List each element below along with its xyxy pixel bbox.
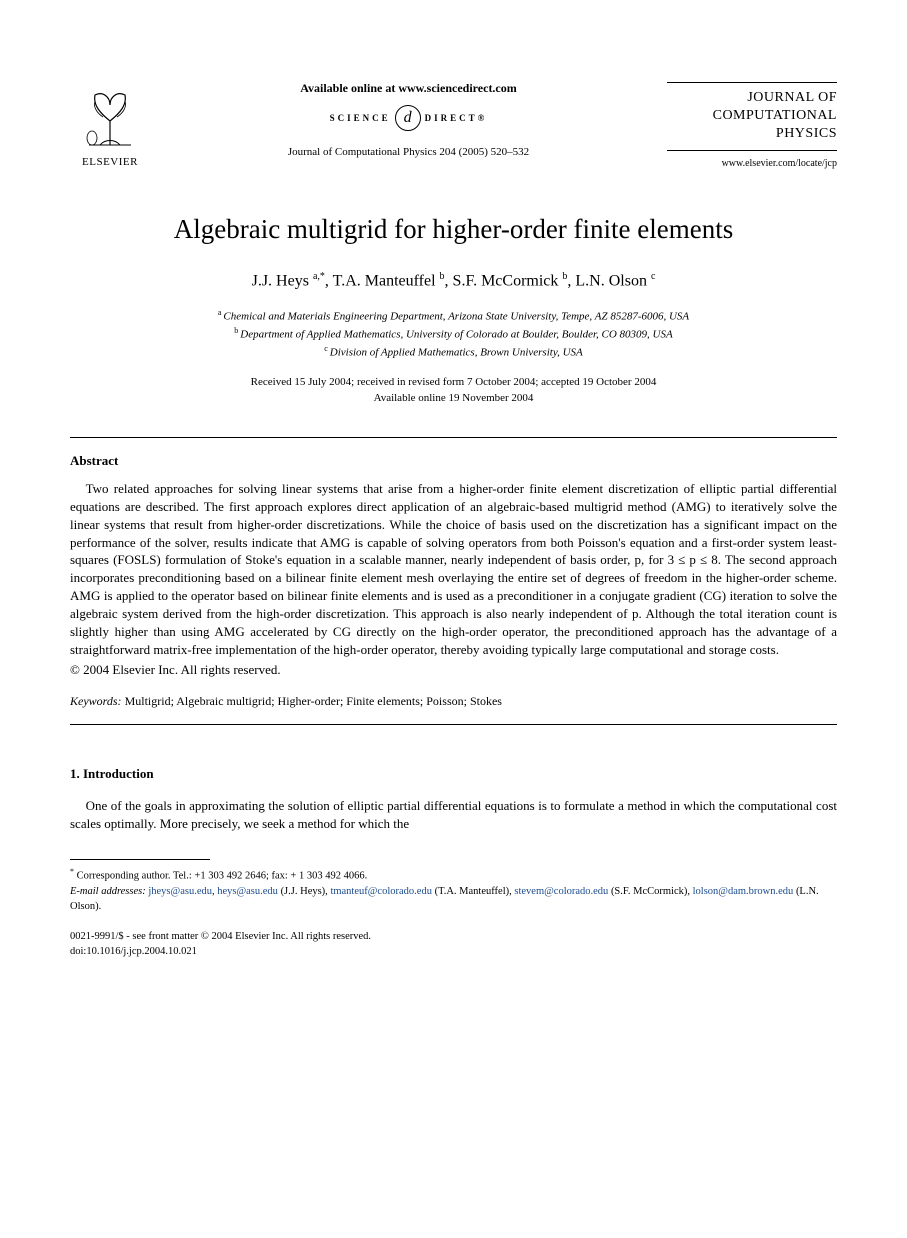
front-matter-line: 0021-9991/$ - see front matter © 2004 El…	[70, 930, 837, 945]
received-revised-accepted: Received 15 July 2004; received in revis…	[251, 376, 657, 388]
author-name: T.A. Manteuffel	[333, 273, 440, 290]
available-online-date: Available online 19 November 2004	[374, 392, 534, 404]
asterisk-icon: *	[70, 867, 74, 876]
article-title: Algebraic multigrid for higher-order fin…	[70, 211, 837, 249]
footer-info: 0021-9991/$ - see front matter © 2004 El…	[70, 930, 837, 959]
abstract-body: Two related approaches for solving linea…	[70, 480, 837, 659]
keywords-text: Multigrid; Algebraic multigrid; Higher-o…	[122, 694, 502, 708]
email-link[interactable]: lolson@dam.brown.edu	[693, 886, 794, 897]
doi-line: doi:10.1016/j.jcp.2004.10.021	[70, 945, 837, 960]
affiliation-text: Department of Applied Mathematics, Unive…	[240, 329, 672, 341]
email-owner: (J.J. Heys),	[278, 886, 331, 897]
science-direct-logo: SCIENCE d DIRECT®	[170, 105, 647, 131]
email-link[interactable]: jheys@asu.edu	[148, 886, 212, 897]
keywords-line: Keywords: Multigrid; Algebraic multigrid…	[70, 693, 837, 710]
author-affiliation-marker: a,*	[313, 271, 325, 282]
corresponding-author-note: * Corresponding author. Tel.: +1 303 492…	[70, 866, 837, 884]
author-name: L.N. Olson	[575, 273, 651, 290]
journal-title: JOURNAL OF COMPUTATIONAL PHYSICS	[667, 89, 837, 144]
affiliation-line: c Division of Applied Mathematics, Brown…	[70, 343, 837, 361]
rule-above-abstract	[70, 437, 837, 438]
affiliation-text: Chemical and Materials Engineering Depar…	[223, 311, 689, 323]
affiliation-line: a Chemical and Materials Engineering Dep…	[70, 307, 837, 325]
available-online-text: Available online at www.sciencedirect.co…	[170, 80, 647, 97]
email-link[interactable]: stevem@colorado.edu	[514, 886, 608, 897]
sd-right-text: DIRECT®	[425, 112, 488, 125]
authors-line: J.J. Heys a,*, T.A. Manteuffel b, S.F. M…	[70, 270, 837, 293]
sd-left-text: SCIENCE	[330, 112, 391, 125]
sd-glyph-icon: d	[395, 105, 421, 131]
footnotes: * Corresponding author. Tel.: +1 303 492…	[70, 866, 837, 914]
journal-url: www.elsevier.com/locate/jcp	[667, 157, 837, 171]
email-owner: (T.A. Manteuffel),	[432, 886, 514, 897]
elsevier-tree-icon	[75, 83, 145, 153]
journal-reference: Journal of Computational Physics 204 (20…	[170, 145, 647, 160]
affiliation-line: b Department of Applied Mathematics, Uni…	[70, 325, 837, 343]
author-affiliation-marker: c	[651, 271, 655, 282]
journal-box: JOURNAL OF COMPUTATIONAL PHYSICS www.els…	[667, 80, 837, 171]
author-affiliation-marker: b	[440, 271, 445, 282]
abstract-copyright: © 2004 Elsevier Inc. All rights reserved…	[70, 661, 837, 679]
rule-below-keywords	[70, 724, 837, 725]
author-name: J.J. Heys	[252, 273, 313, 290]
publisher-name: ELSEVIER	[82, 155, 138, 170]
article-dates: Received 15 July 2004; received in revis…	[70, 374, 837, 407]
email-owner: (S.F. McCormick),	[608, 886, 692, 897]
header-row: ELSEVIER Available online at www.science…	[70, 80, 837, 171]
email-link[interactable]: heys@asu.edu	[217, 886, 278, 897]
journal-box-rule-bottom	[667, 150, 837, 151]
introduction-body: One of the goals in approximating the so…	[70, 797, 837, 833]
journal-title-line3: PHYSICS	[776, 126, 837, 141]
affiliations: a Chemical and Materials Engineering Dep…	[70, 307, 837, 361]
introduction-heading: 1. Introduction	[70, 765, 837, 783]
abstract-heading: Abstract	[70, 452, 837, 470]
journal-box-rule-top	[667, 82, 837, 83]
author-name: S.F. McCormick	[453, 273, 563, 290]
footnote-rule	[70, 859, 210, 860]
corresponding-text: Corresponding author. Tel.: +1 303 492 2…	[77, 871, 368, 882]
email-addresses-line: E-mail addresses: jheys@asu.edu, heys@as…	[70, 884, 837, 914]
email-link[interactable]: tmanteuf@colorado.edu	[330, 886, 432, 897]
center-header: Available online at www.sciencedirect.co…	[150, 80, 667, 160]
email-addresses-label: E-mail addresses:	[70, 886, 148, 897]
author-affiliation-marker: b	[562, 271, 567, 282]
keywords-label: Keywords:	[70, 694, 122, 708]
publisher-logo: ELSEVIER	[70, 80, 150, 170]
journal-title-line1: JOURNAL OF	[747, 90, 837, 105]
affiliation-text: Division of Applied Mathematics, Brown U…	[330, 347, 583, 359]
journal-title-line2: COMPUTATIONAL	[713, 108, 837, 123]
